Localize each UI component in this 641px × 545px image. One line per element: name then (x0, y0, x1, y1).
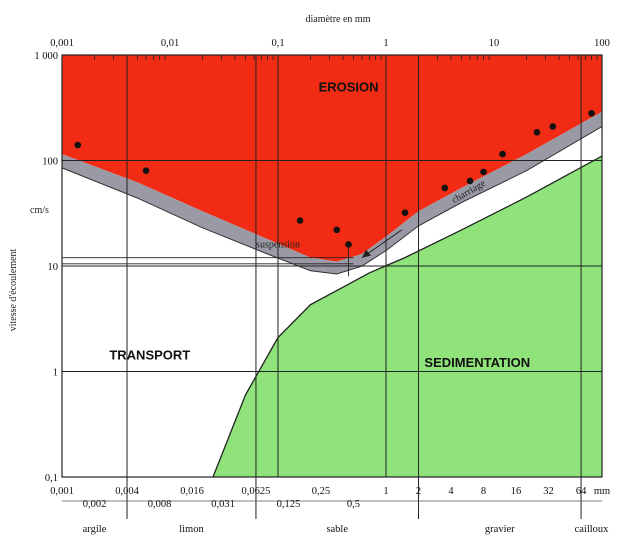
size-class-label: gravier (485, 524, 515, 535)
data-point (499, 150, 506, 158)
region-label-transport: TRANSPORT (109, 347, 190, 362)
bottom-tick-label: 0,25 (312, 486, 330, 497)
bottom-tick-label: 4 (448, 486, 454, 497)
data-point (466, 177, 474, 185)
size-class-label: sable (326, 524, 348, 535)
size-class-label: argile (83, 524, 107, 535)
y-tick-label: 100 (42, 157, 58, 168)
y-tick-label: 1 (53, 368, 58, 379)
bottom-tick-label: 0,002 (83, 499, 107, 510)
bottom-tick-label: mm (594, 486, 610, 497)
data-point (441, 184, 449, 192)
y-tick-label: 0,1 (45, 473, 58, 484)
bottom-tick-label: 0,008 (148, 499, 172, 510)
bottom-tick-label: 64 (576, 486, 587, 497)
top-tick-label: 1 (383, 38, 388, 49)
data-point (333, 226, 341, 234)
data-point (401, 209, 409, 217)
labels-layer: 0,001 0,01 0,1 1 10 100 1 000 100 10 1 0,1 0,001 0,0… (34, 38, 610, 535)
y-tick-label: 10 (48, 262, 59, 273)
data-point (533, 129, 541, 136)
data-point (142, 167, 150, 175)
data-point (480, 168, 487, 176)
bottom-tick-label: 2 (416, 486, 421, 497)
size-class-label: cailloux (575, 524, 610, 535)
sedimentation-area (213, 156, 602, 477)
region-label-erosion: EROSION (319, 80, 379, 95)
top-tick-label: 0,001 (50, 38, 74, 49)
top-tick-label: 100 (594, 38, 610, 49)
regions-layer (61, 55, 603, 478)
bottom-tick-label: 0,0625 (242, 486, 271, 497)
bottom-tick-label: 16 (511, 486, 522, 497)
bottom-tick-label: 0,016 (180, 486, 204, 497)
top-tick-label: 10 (489, 38, 500, 49)
y-tick-label: 1 000 (34, 51, 58, 62)
data-point (549, 123, 557, 130)
charriage-arrowhead (362, 249, 372, 258)
sedimentation-boundary (212, 155, 603, 478)
bottom-tick-label: 0,5 (347, 499, 360, 510)
data-point (296, 217, 304, 224)
bottom-tick-label: 0,031 (211, 499, 235, 510)
bottom-tick-label: 32 (543, 486, 554, 497)
erosion-area (62, 55, 602, 262)
data-points-layer (62, 110, 595, 277)
region-label-sedimentation: SEDIMENTATION (424, 355, 530, 370)
top-tick-label: 0,01 (161, 38, 179, 49)
y-axis-label: vitesse d'écoulement (8, 248, 19, 331)
plot-frame (61, 54, 603, 478)
y-unit-label: cm/s (30, 205, 49, 216)
top-tick-label: 0,1 (271, 38, 284, 49)
top-axis-label: diamètre en mm (306, 14, 371, 25)
bottom-tick-label: 0,125 (277, 499, 301, 510)
bottom-tick-label: 0,001 (50, 486, 74, 497)
bottom-tick-label: 8 (481, 486, 486, 497)
bottom-tick-label: 0,004 (115, 486, 139, 497)
size-class-label: limon (179, 524, 204, 535)
bottom-tick-label: 1 (383, 486, 388, 497)
data-point (588, 110, 595, 117)
data-point (74, 141, 82, 149)
annotation-suspension: suspension (256, 239, 300, 250)
erosion-lower-boundary (61, 126, 603, 275)
grid-layer (61, 54, 603, 519)
